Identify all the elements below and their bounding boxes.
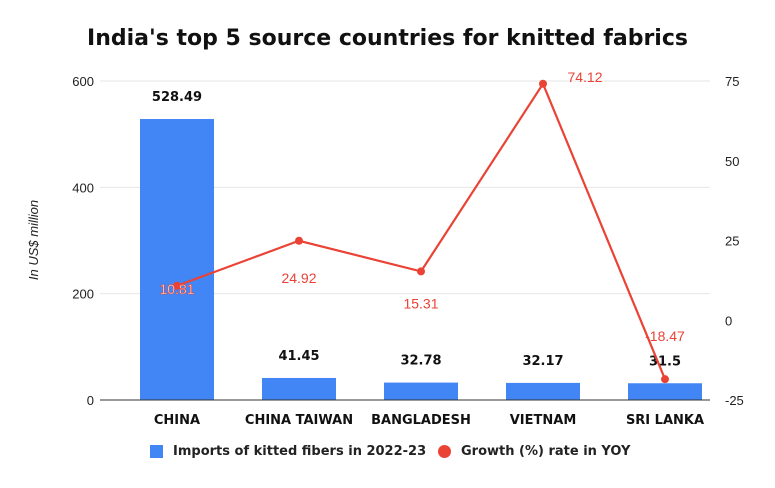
- y2-tick-label: 0: [725, 313, 732, 328]
- y-tick-label: 600: [72, 74, 94, 89]
- growth-data-label: 10.81: [159, 281, 194, 297]
- growth-point: [295, 236, 303, 245]
- growth-data-label: 15.31: [403, 295, 438, 311]
- legend-swatch-imports: [150, 445, 163, 458]
- y-tick-label: 200: [72, 287, 94, 302]
- bar-data-label: 41.45: [278, 349, 319, 364]
- x-tick-label: VIETNAM: [510, 413, 577, 428]
- chart-title: India's top 5 source countries for knitt…: [87, 26, 688, 51]
- y-tick-label: 400: [72, 180, 94, 195]
- growth-data-label: -18.47: [645, 328, 685, 344]
- x-tick-label: CHINA TAIWAN: [245, 413, 353, 428]
- legend-item-imports: Imports of kitted fibers in 2022-23: [150, 444, 426, 459]
- growth-data-label: 24.92: [281, 270, 316, 286]
- growth-point: [173, 281, 181, 290]
- x-tick-label: CHINA: [154, 413, 200, 428]
- growth-point: [661, 375, 669, 384]
- bar: [140, 119, 214, 401]
- growth-point: [417, 267, 425, 276]
- y2-tick-label: 25: [725, 234, 739, 249]
- growth-point: [539, 79, 547, 88]
- growth-line: [176, 81, 667, 380]
- legend-swatch-growth: [438, 445, 451, 458]
- bar: [262, 377, 336, 400]
- y-tick-label: 0: [87, 393, 94, 408]
- x-tick-label: SRI LANKA: [626, 413, 704, 428]
- bar-data-label: 32.17: [522, 354, 563, 369]
- growth-data-label: 74.12: [567, 69, 602, 85]
- bar-data-label: 31.5: [649, 354, 681, 369]
- y-axis-label: In US$ million: [26, 200, 41, 280]
- y2-tick-label: 75: [725, 74, 739, 89]
- legend-item-growth: Growth (%) rate in YOY: [438, 444, 630, 459]
- y2-tick-label: -25: [725, 393, 744, 408]
- x-tick-label: BANGLADESH: [371, 413, 471, 428]
- bar-data-label: 32.78: [400, 354, 441, 369]
- bar: [506, 382, 580, 400]
- y2-tick-label: 50: [725, 154, 739, 169]
- bar: [628, 383, 702, 400]
- legend-label-growth: Growth (%) rate in YOY: [461, 444, 631, 459]
- bar: [384, 382, 458, 400]
- legend-label-imports: Imports of kitted fibers in 2022-23: [173, 444, 427, 459]
- bar-data-label: 528.49: [152, 90, 202, 105]
